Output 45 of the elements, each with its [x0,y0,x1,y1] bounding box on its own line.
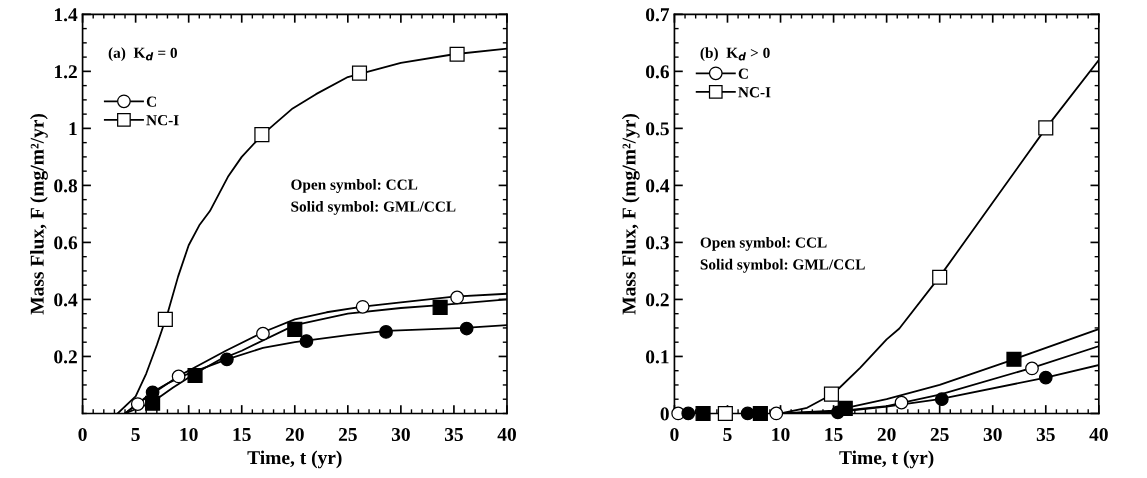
y-tick-label: 0.7 [646,8,670,22]
y-tick-label: 0.8 [54,179,78,193]
legend-label: C [146,96,156,107]
x-tick-label: 20 [877,427,896,442]
x-tick-label: 25 [338,427,357,442]
x-tick-label: 10 [772,427,790,442]
x-tick-label: 25 [930,427,949,442]
y-tick-label: 1 [69,122,77,136]
y-tick-label: 0.4 [54,293,78,307]
legend-label: NC-I [146,115,179,126]
y-axis-title: Mass Flux, F (mg/m²/yr) [30,113,48,315]
legend-label: NC-I [738,87,771,98]
y-tick-label: 0.6 [646,65,670,79]
y-axis-title: Mass Flux, F (mg/m²/yr) [621,113,640,315]
x-tick-label: 40 [1089,427,1108,442]
annotation: Open symbol: CCL [700,236,827,251]
x-tick-label: 5 [131,428,140,442]
x-tick-label: 30 [391,427,410,442]
x-tick-label: 15 [233,428,251,442]
x-tick-label: 30 [983,427,1002,442]
y-tick-label: 0.1 [646,350,669,364]
y-tick-label: 0.4 [646,179,670,193]
y-tick-label: 0.3 [646,236,669,250]
x-axis-title: Time, t (yr) [839,450,934,469]
annotation: (b) K$_{d}$ > 0 [700,47,770,62]
y-tick-label: 0.6 [54,236,78,250]
x-tick-label: 10 [180,427,198,442]
y-tick-label: 1.2 [54,65,77,79]
annotation: Solid symbol: GML/CCL [291,200,456,215]
y-tick-label: 0.2 [54,350,77,364]
x-tick-label: 35 [1036,427,1055,442]
legend-label: C [738,68,748,79]
x-tick-label: 5 [723,428,732,442]
annotation: Open symbol: CCL [291,179,418,193]
x-tick-label: 35 [444,427,463,442]
y-tick-label: 1.4 [54,8,78,22]
y-tick-label: 0 [660,407,669,421]
x-tick-label: 20 [285,427,304,442]
x-tick-label: 15 [825,428,843,442]
y-tick-label: 0.2 [646,293,669,307]
x-axis-title: Time, t (yr) [247,450,342,469]
x-tick-label: 40 [497,427,516,442]
y-tick-label: 0.5 [646,122,669,136]
annotation: (a) K$_{d}$ = 0 [108,47,177,62]
annotation: Solid symbol: GML/CCL [700,258,865,273]
